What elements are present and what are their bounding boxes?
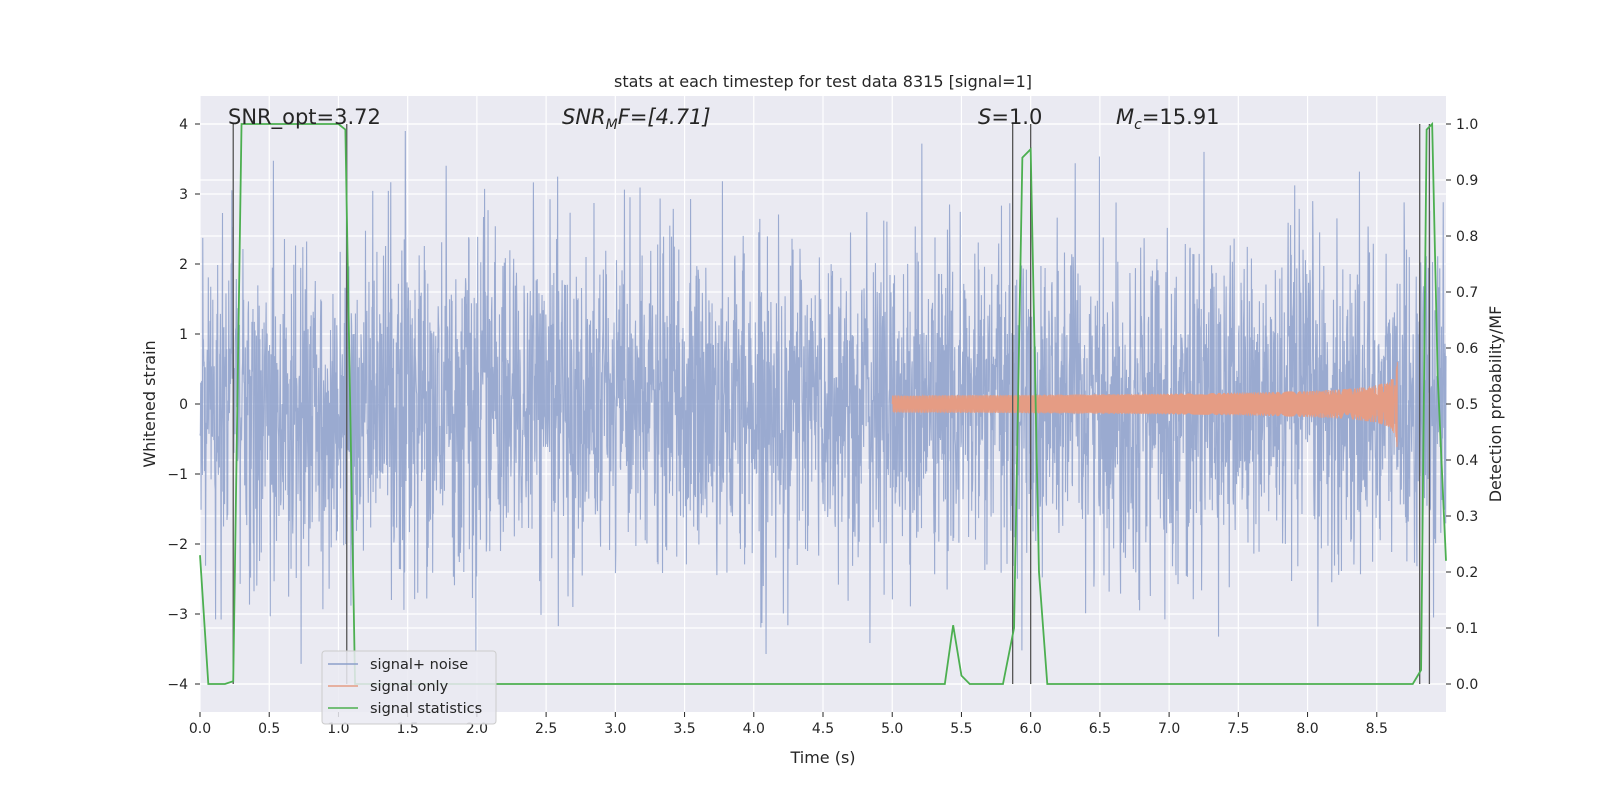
y-axis-right-label: Detection probability/MF	[1486, 306, 1505, 503]
x-tick-label: 8.0	[1296, 721, 1318, 737]
series-signal-only	[891, 361, 1398, 448]
y-right-tick-label: 0.9	[1456, 173, 1478, 189]
annotation-mc-value: =15.91	[1142, 105, 1220, 129]
y-axis-right-ticks: 1.0 0.9 0.8 0.7 0.6 0.5 0.4 0.3 0.2 0.1 0.0	[1446, 117, 1478, 693]
y-tick-label: 3	[179, 187, 188, 203]
y-axis-ticks: 4 3 2 1 0 −1 −2 −3 −4	[167, 117, 200, 693]
annotation-snr-mf: SNRMF=[4.71]	[562, 105, 711, 133]
annotation-snr-mf-subscript: M	[606, 117, 618, 133]
x-tick-label: 8.5	[1366, 721, 1388, 737]
x-axis-ticks: 0.0 0.5 1.0 1.5 2.0 2.5 3.0 3.5 4.0 4.5 5.0 5.5 6.0 6…	[189, 712, 1388, 737]
y-right-tick-label: 0.5	[1456, 397, 1478, 413]
y-right-tick-label: 0.4	[1456, 453, 1478, 469]
y-right-tick-label: 0.2	[1456, 565, 1478, 581]
legend-box	[321, 650, 497, 725]
y-tick-label: 1	[179, 327, 188, 343]
x-tick-label: 3.5	[673, 721, 695, 737]
y-tick-label: 4	[179, 117, 188, 133]
line-signal-statistics	[199, 121, 1447, 685]
y-right-tick-label: 0.0	[1456, 677, 1478, 693]
annotation-s: S=1.0	[978, 105, 1042, 129]
y-right-tick-label: 0.7	[1456, 285, 1478, 301]
y-right-tick-label: 0.8	[1456, 229, 1478, 245]
x-tick-label: 0.5	[258, 721, 280, 737]
legend-label-signal-plus-noise: signal+ noise	[370, 657, 468, 673]
y-tick-label: 0	[179, 397, 188, 413]
y-right-tick-label: 0.6	[1456, 341, 1478, 357]
x-tick-label: 4.0	[743, 721, 765, 737]
x-tick-label: 2.0	[466, 721, 488, 737]
legend: signal+ noise signal only signal statist…	[321, 650, 497, 725]
y-tick-label: −3	[167, 607, 188, 623]
annotation-mc-symbol: M	[1116, 105, 1134, 129]
annotation-mc-subscript: c	[1134, 117, 1142, 133]
line-signal-only	[891, 361, 1398, 448]
x-axis-label: Time (s)	[789, 748, 855, 767]
annotation-snr-mf-rest: F=[4.71]	[618, 105, 711, 129]
x-tick-label: 5.5	[950, 721, 972, 737]
x-tick-label: 0.0	[189, 721, 211, 737]
annotation-s-value: =1.0	[991, 105, 1042, 129]
series-signal-statistics	[199, 121, 1447, 685]
y-axis-label: Whitened strain	[140, 340, 159, 467]
chart-title: stats at each timestep for test data 831…	[614, 72, 1032, 91]
x-tick-label: 5.0	[881, 721, 903, 737]
series-signal-plus-noise	[199, 130, 1447, 664]
line-signal-plus-noise	[199, 130, 1447, 664]
x-tick-label: 6.5	[1089, 721, 1111, 737]
x-tick-label: 7.5	[1227, 721, 1249, 737]
x-tick-label: 4.5	[812, 721, 834, 737]
annotation-s-symbol: S	[978, 105, 991, 129]
annotation-mc: Mc=15.91	[1116, 105, 1220, 133]
annotation-snr-opt: SNR_opt=3.72	[228, 105, 381, 130]
y-tick-label: 2	[179, 257, 188, 273]
annotation-snr-mf-symbol: SNR	[562, 105, 606, 129]
x-tick-label: 3.0	[604, 721, 626, 737]
x-tick-label: 7.0	[1158, 721, 1180, 737]
legend-label-signal-statistics: signal statistics	[370, 701, 482, 717]
y-right-tick-label: 0.3	[1456, 509, 1478, 525]
legend-label-signal-only: signal only	[370, 679, 449, 695]
x-tick-label: 1.0	[327, 721, 349, 737]
y-tick-label: −4	[167, 677, 188, 693]
y-right-tick-label: 1.0	[1456, 117, 1478, 133]
x-tick-label: 2.5	[535, 721, 557, 737]
y-tick-label: −2	[167, 537, 188, 553]
x-tick-label: 6.0	[1020, 721, 1042, 737]
vertical-markers	[232, 124, 1431, 684]
y-tick-label: −1	[167, 467, 188, 483]
y-right-tick-label: 0.1	[1456, 621, 1478, 637]
x-tick-label: 1.5	[397, 721, 419, 737]
